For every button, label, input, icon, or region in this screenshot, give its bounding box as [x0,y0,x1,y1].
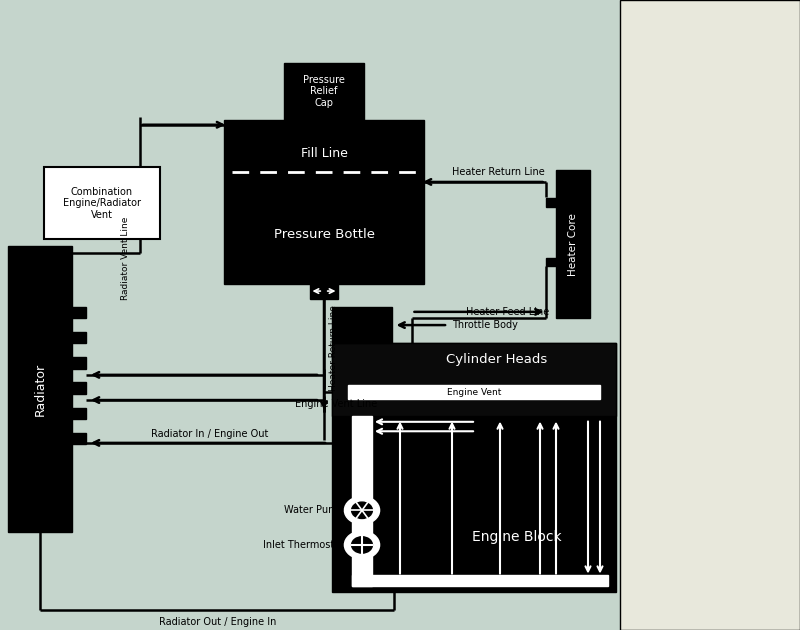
Text: Heater Return Line: Heater Return Line [329,305,338,391]
Text: Engine Vent: Engine Vent [447,388,501,397]
Bar [332,343,616,416]
Text: Heater Return Line: Heater Return Line [452,167,544,177]
Text: Pressure
Relief
Cap: Pressure Relief Cap [303,75,345,108]
Text: Radiator Vent Line: Radiator Vent Line [121,217,130,300]
Bar [72,332,86,343]
Text: Water Pump: Water Pump [284,505,344,515]
Bar [72,382,86,394]
Text: Radiator Out / Engine In: Radiator Out / Engine In [158,617,276,627]
Bar [352,575,608,586]
Text: Pressure Bottle: Pressure Bottle [274,228,374,241]
Bar [310,282,338,299]
Text: Engine Block: Engine Block [472,530,562,544]
Bar [224,120,424,284]
Bar [72,307,86,318]
Text: Radiator: Radiator [34,362,46,416]
Bar [72,357,86,369]
Text: Heater Core: Heater Core [568,213,578,275]
Bar [332,307,392,343]
Circle shape [344,496,380,524]
Bar [546,198,556,207]
Bar [620,0,800,630]
Text: Fill Line: Fill Line [301,147,347,160]
Text: Inlet Thermostat: Inlet Thermostat [263,540,344,550]
Circle shape [352,502,372,518]
Bar [44,167,160,239]
Bar [348,386,600,399]
Bar [332,343,616,592]
Circle shape [352,537,372,553]
Bar [556,170,590,318]
Bar [352,416,372,586]
Text: Heater Feed Line: Heater Feed Line [466,307,550,317]
Bar [8,246,72,532]
Bar [546,258,556,266]
Text: Cylinder Heads: Cylinder Heads [446,353,547,366]
Text: Combination
Engine/Radiator
Vent: Combination Engine/Radiator Vent [63,186,141,220]
Bar [72,433,86,444]
Text: Engine Vent Line: Engine Vent Line [295,399,377,409]
Text: Radiator In / Engine Out: Radiator In / Engine Out [150,429,268,439]
Bar [284,63,364,120]
Circle shape [344,531,380,559]
Text: Throttle Body: Throttle Body [452,320,518,330]
Bar [72,408,86,419]
